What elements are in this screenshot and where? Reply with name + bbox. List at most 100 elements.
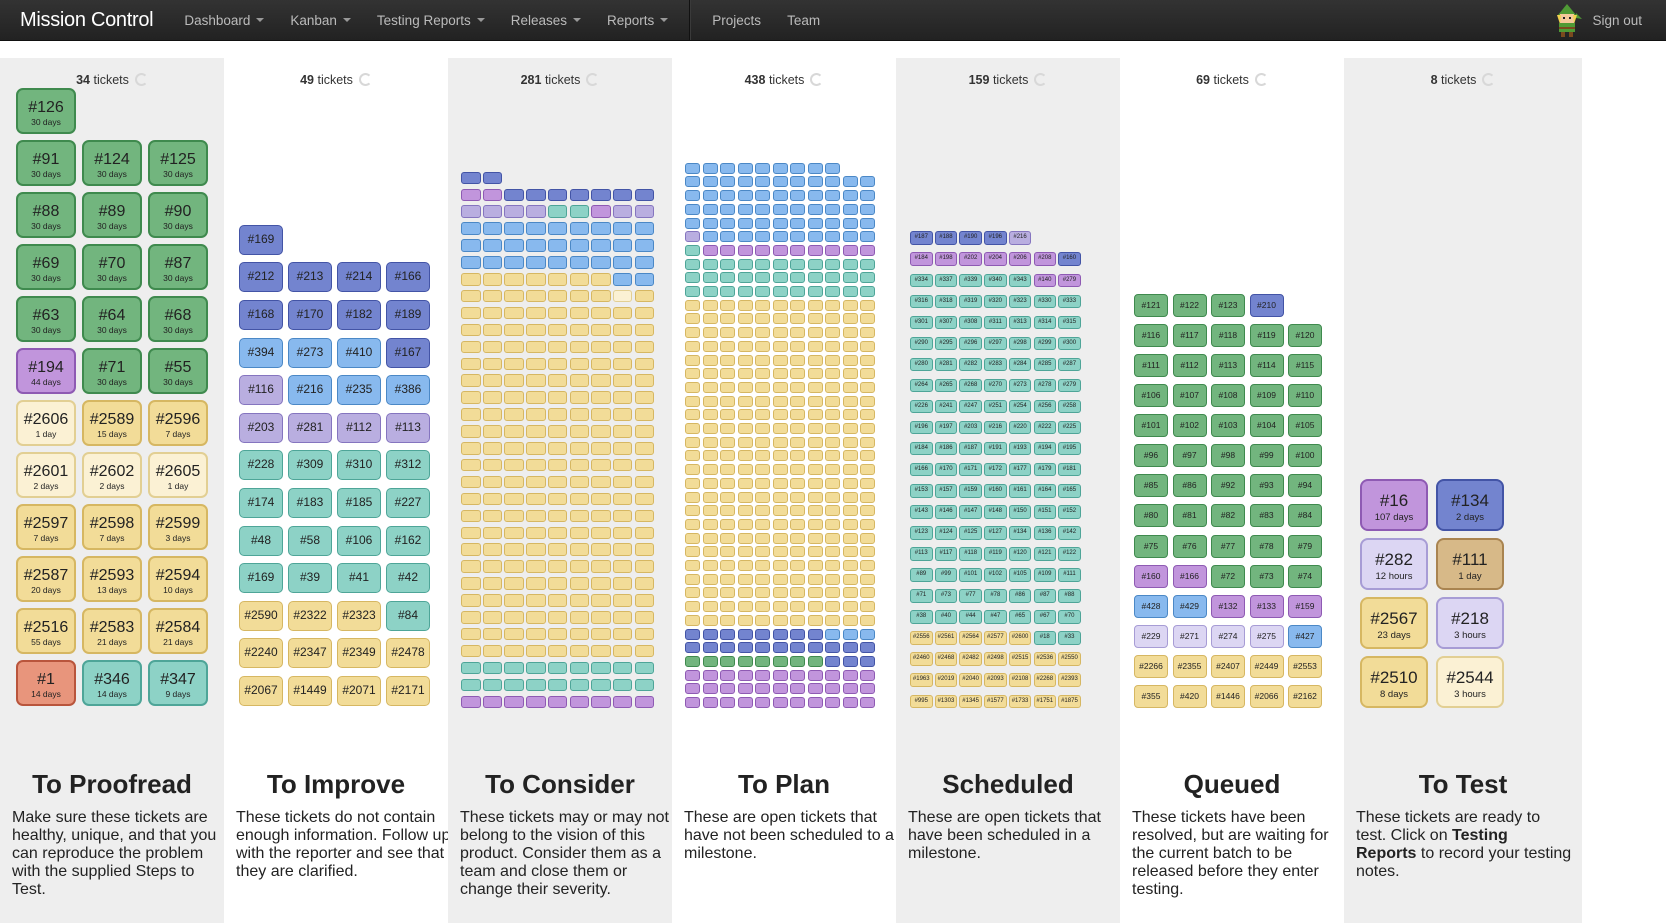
ticket-card[interactable]: #113 — [386, 412, 430, 443]
ticket-card[interactable] — [702, 601, 718, 613]
ticket-card[interactable]: #2349 — [337, 638, 381, 669]
ticket-card[interactable]: #122 — [1058, 547, 1081, 561]
ticket-card[interactable]: #2323 — [337, 600, 381, 631]
ticket-card[interactable]: #2583 21 days — [82, 608, 142, 654]
ticket-card[interactable]: #102 — [984, 568, 1007, 582]
ticket-card[interactable] — [720, 683, 735, 695]
ticket-card[interactable] — [504, 205, 524, 218]
ticket-card[interactable] — [737, 477, 753, 489]
ticket-card[interactable] — [612, 205, 633, 218]
ticket-card[interactable] — [737, 601, 753, 613]
ticket-card[interactable] — [612, 661, 633, 675]
ticket-card[interactable] — [547, 627, 568, 641]
nav-item-releases[interactable]: Releases — [498, 0, 594, 40]
ticket-card[interactable] — [634, 256, 655, 269]
ticket-card[interactable] — [482, 323, 503, 337]
ticket-card[interactable] — [569, 391, 589, 404]
ticket-card[interactable] — [772, 286, 788, 297]
ticket-card[interactable]: #1577 — [984, 694, 1007, 708]
ticket-card[interactable]: #1449 — [288, 676, 332, 706]
ticket-card[interactable]: #1345 — [959, 694, 982, 708]
ticket-card[interactable]: #122 — [1172, 293, 1207, 317]
ticket-card[interactable] — [569, 425, 589, 438]
ticket-card[interactable] — [685, 286, 700, 297]
ticket-card[interactable] — [772, 244, 788, 256]
ticket-card[interactable] — [790, 381, 805, 393]
ticket-card[interactable] — [526, 425, 546, 438]
ticket-card[interactable]: #86 — [1008, 589, 1032, 603]
ticket-card[interactable] — [772, 601, 788, 613]
ticket-card[interactable] — [755, 258, 770, 270]
ticket-card[interactable] — [842, 560, 858, 571]
ticket-card[interactable] — [842, 587, 858, 599]
ticket-card[interactable] — [755, 176, 770, 188]
ticket-card[interactable] — [504, 425, 524, 438]
sign-out-link[interactable]: Sign out — [1592, 12, 1642, 28]
ticket-card[interactable]: #182 — [337, 300, 381, 330]
ticket-card[interactable] — [755, 190, 770, 202]
ticket-card[interactable] — [685, 409, 700, 421]
ticket-card[interactable] — [591, 644, 611, 658]
ticket-card[interactable]: #108 — [1211, 384, 1245, 407]
ticket-card[interactable] — [807, 272, 823, 284]
ticket-card[interactable] — [591, 526, 611, 539]
ticket-card[interactable] — [737, 573, 753, 585]
ticket-card[interactable] — [482, 306, 503, 320]
ticket-card[interactable] — [612, 644, 633, 658]
ticket-card[interactable] — [702, 176, 718, 188]
ticket-card[interactable] — [790, 518, 805, 530]
ticket-card[interactable]: #120 — [1008, 547, 1032, 561]
ticket-card[interactable]: #343 — [1008, 273, 1032, 287]
ticket-card[interactable] — [461, 256, 481, 269]
ticket-card[interactable] — [842, 313, 858, 325]
ticket-card[interactable] — [685, 532, 700, 544]
ticket-card[interactable] — [569, 678, 589, 692]
ticket-card[interactable] — [702, 299, 718, 311]
ticket-card[interactable]: #170 — [288, 300, 332, 330]
ticket-card[interactable] — [737, 176, 753, 188]
ticket-card[interactable] — [526, 374, 546, 387]
ticket-card[interactable] — [461, 357, 481, 370]
ticket-card[interactable]: #160 — [984, 484, 1007, 498]
ticket-card[interactable] — [702, 573, 718, 585]
ticket-card[interactable] — [825, 683, 840, 695]
ticket-card[interactable]: #268 — [959, 378, 982, 393]
ticket-card[interactable]: #222 — [1033, 420, 1056, 435]
ticket-card[interactable] — [612, 188, 633, 201]
ticket-card[interactable] — [825, 340, 840, 352]
ticket-card[interactable]: #115 — [1288, 353, 1322, 377]
ticket-card[interactable]: #2093 — [984, 673, 1007, 687]
ticket-card[interactable]: #38 — [910, 610, 933, 624]
ticket-card[interactable]: #99 — [1249, 444, 1284, 468]
ticket-card[interactable] — [685, 491, 700, 503]
ticket-card[interactable] — [772, 697, 788, 708]
ticket-card[interactable] — [612, 391, 633, 404]
ticket-card[interactable] — [737, 546, 753, 558]
ticket-card[interactable] — [591, 289, 611, 303]
ticket-card[interactable]: #40 — [934, 610, 958, 624]
ticket-card[interactable] — [504, 509, 524, 523]
ticket-card[interactable] — [720, 505, 735, 517]
ticket-card[interactable] — [461, 273, 481, 286]
ticket-card[interactable]: #160 — [1134, 564, 1168, 588]
ticket-card[interactable] — [702, 340, 718, 352]
nav-item-projects[interactable]: Projects — [699, 0, 774, 40]
ticket-card[interactable] — [591, 611, 611, 624]
ticket-card[interactable] — [737, 286, 753, 297]
ticket-card[interactable]: #297 — [984, 336, 1007, 351]
ticket-card[interactable] — [807, 655, 823, 667]
ticket-card[interactable] — [860, 477, 875, 489]
ticket-card[interactable] — [772, 450, 788, 462]
ticket-card[interactable] — [685, 546, 700, 558]
ticket-card[interactable] — [591, 492, 611, 506]
ticket-card[interactable]: #355 — [1134, 685, 1168, 708]
ticket-card[interactable]: #72 — [1211, 564, 1245, 588]
ticket-card[interactable]: #194 44 days — [16, 348, 76, 394]
ticket-card[interactable]: #89 30 days — [82, 192, 142, 238]
ticket-card[interactable] — [772, 327, 788, 339]
ticket-card[interactable] — [755, 505, 770, 517]
ticket-card[interactable] — [790, 395, 805, 407]
ticket-card[interactable] — [547, 306, 568, 320]
ticket-card[interactable] — [569, 205, 589, 218]
ticket-card[interactable] — [842, 286, 858, 297]
